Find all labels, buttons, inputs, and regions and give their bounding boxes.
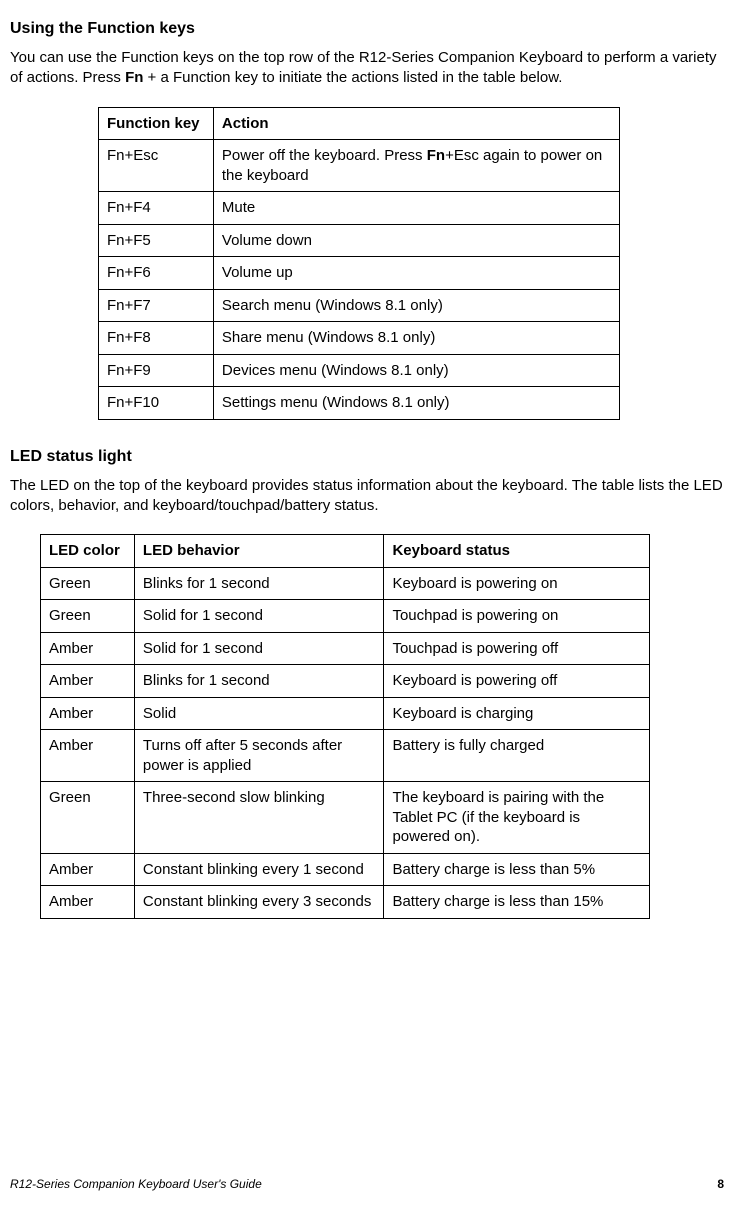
table-cell: Solid for 1 second [134, 632, 384, 665]
table-cell: Green [41, 782, 135, 854]
table-cell: Fn+F4 [99, 192, 214, 225]
table-cell: Fn+Esc [99, 140, 214, 192]
table-cell: Constant blinking every 1 second [134, 853, 384, 886]
table-row: Fn+F9 Devices menu (Windows 8.1 only) [99, 354, 620, 387]
table-header: Keyboard status [384, 535, 650, 568]
table-cell: Fn+F6 [99, 257, 214, 290]
intro-bold-fn: Fn [125, 69, 143, 86]
table-cell: Fn+F10 [99, 387, 214, 420]
table-cell: Battery charge is less than 15% [384, 886, 650, 919]
table-row: Fn+Esc Power off the keyboard. Press Fn+… [99, 140, 620, 192]
table-cell: Touchpad is powering on [384, 600, 650, 633]
section-heading-function-keys: Using the Function keys [10, 20, 724, 38]
table-cell: Settings menu (Windows 8.1 only) [213, 387, 619, 420]
table-row: Amber Blinks for 1 second Keyboard is po… [41, 665, 650, 698]
table-cell: Fn+F7 [99, 289, 214, 322]
table-cell: Keyboard is powering on [384, 567, 650, 600]
table-cell: Fn+F5 [99, 224, 214, 257]
table-row: Fn+F5 Volume down [99, 224, 620, 257]
table-row: Green Solid for 1 second Touchpad is pow… [41, 600, 650, 633]
table-cell: Blinks for 1 second [134, 665, 384, 698]
table-row: Fn+F7 Search menu (Windows 8.1 only) [99, 289, 620, 322]
table-cell: Green [41, 567, 135, 600]
table-cell: Solid [134, 697, 384, 730]
table-header-row: Function key Action [99, 107, 620, 140]
table-row: Amber Turns off after 5 seconds after po… [41, 730, 650, 782]
footer-doc-title: R12-Series Companion Keyboard User's Gui… [10, 1177, 262, 1191]
page-footer: R12-Series Companion Keyboard User's Gui… [10, 1177, 724, 1191]
table-cell: Blinks for 1 second [134, 567, 384, 600]
intro-text-2: + a Function key to initiate the actions… [143, 69, 562, 86]
table-cell: Amber [41, 886, 135, 919]
table-row: Green Blinks for 1 second Keyboard is po… [41, 567, 650, 600]
table-cell: Solid for 1 second [134, 600, 384, 633]
table-cell: The keyboard is pairing with the Tablet … [384, 782, 650, 854]
table-row: Fn+F6 Volume up [99, 257, 620, 290]
table-row: Fn+F10 Settings menu (Windows 8.1 only) [99, 387, 620, 420]
table-cell: Turns off after 5 seconds after power is… [134, 730, 384, 782]
table-cell: Volume up [213, 257, 619, 290]
table-cell: Mute [213, 192, 619, 225]
led-status-table: LED color LED behavior Keyboard status G… [40, 534, 650, 919]
table-cell: Touchpad is powering off [384, 632, 650, 665]
cell-bold: Fn [427, 147, 445, 164]
table-cell: Amber [41, 665, 135, 698]
table-header: Action [213, 107, 619, 140]
table-cell: Keyboard is powering off [384, 665, 650, 698]
table-cell: Constant blinking every 3 seconds [134, 886, 384, 919]
table-header: LED color [41, 535, 135, 568]
table-row: Amber Solid for 1 second Touchpad is pow… [41, 632, 650, 665]
table-cell: Share menu (Windows 8.1 only) [213, 322, 619, 355]
table-cell: Amber [41, 697, 135, 730]
function-keys-table: Function key Action Fn+Esc Power off the… [98, 107, 620, 420]
cell-text: Power off the keyboard. Press [222, 147, 427, 164]
table-row: Green Three-second slow blinking The key… [41, 782, 650, 854]
section2-intro: The LED on the top of the keyboard provi… [10, 476, 724, 517]
table-cell: Search menu (Windows 8.1 only) [213, 289, 619, 322]
table-row: Amber Constant blinking every 1 second B… [41, 853, 650, 886]
section-heading-led-status: LED status light [10, 448, 724, 466]
footer-page-number: 8 [717, 1177, 724, 1191]
table-row: Amber Constant blinking every 3 seconds … [41, 886, 650, 919]
table-row: Fn+F4 Mute [99, 192, 620, 225]
table-header: Function key [99, 107, 214, 140]
section1-intro: You can use the Function keys on the top… [10, 48, 724, 89]
table-cell: Power off the keyboard. Press Fn+Esc aga… [213, 140, 619, 192]
table-cell: Volume down [213, 224, 619, 257]
table-cell: Amber [41, 730, 135, 782]
table-cell: Fn+F9 [99, 354, 214, 387]
table-header-row: LED color LED behavior Keyboard status [41, 535, 650, 568]
table-cell: Battery charge is less than 5% [384, 853, 650, 886]
table-cell: Devices menu (Windows 8.1 only) [213, 354, 619, 387]
table-cell: Fn+F8 [99, 322, 214, 355]
table-cell: Amber [41, 853, 135, 886]
table-row: Fn+F8 Share menu (Windows 8.1 only) [99, 322, 620, 355]
table-cell: Amber [41, 632, 135, 665]
table-cell: Battery is fully charged [384, 730, 650, 782]
table-cell: Green [41, 600, 135, 633]
table-header: LED behavior [134, 535, 384, 568]
table-row: Amber Solid Keyboard is charging [41, 697, 650, 730]
table-cell: Keyboard is charging [384, 697, 650, 730]
table-cell: Three-second slow blinking [134, 782, 384, 854]
